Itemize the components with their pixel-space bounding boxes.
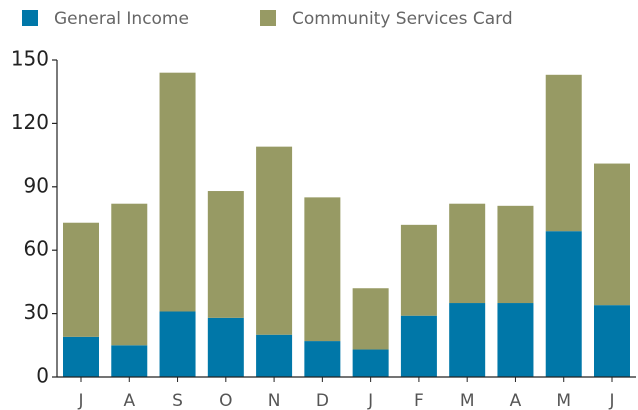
- bar-segment: [207, 317, 244, 377]
- x-tick-label: S: [172, 391, 183, 410]
- bar-segment: [352, 349, 389, 377]
- x-tick-label: A: [510, 391, 522, 410]
- x-tick-label: M: [556, 391, 571, 410]
- bar-segment: [400, 315, 437, 377]
- bar-segment: [63, 222, 99, 337]
- legend-swatch: [260, 10, 276, 26]
- bar-segment: [449, 303, 486, 377]
- bar-segment: [545, 74, 582, 232]
- bar-segment: [304, 341, 341, 377]
- y-tick-label: 90: [24, 173, 49, 197]
- bar-segment: [497, 303, 534, 377]
- bar-segment: [111, 203, 148, 346]
- bar-segment: [207, 191, 244, 318]
- y-tick-label: 0: [36, 364, 49, 388]
- x-tick-label: D: [316, 391, 329, 410]
- x-tick-label: J: [608, 391, 614, 410]
- bar-segment: [159, 72, 196, 312]
- bar-segment: [594, 305, 630, 377]
- y-tick-label: 150: [11, 47, 49, 71]
- x-tick-label: M: [460, 391, 475, 410]
- x-tick-label: F: [414, 391, 424, 410]
- x-tick-label: O: [219, 391, 232, 410]
- bar-segment: [497, 205, 534, 304]
- legend-label: Community Services Card: [292, 9, 513, 29]
- y-tick-label: 120: [11, 110, 49, 134]
- bar-segment: [352, 288, 389, 350]
- x-tick-label: J: [367, 391, 373, 410]
- y-tick-label: 60: [24, 237, 49, 261]
- x-tick-label: J: [77, 391, 83, 410]
- y-tick-label: 30: [24, 300, 49, 324]
- bar-segment: [256, 146, 293, 335]
- bar-segment: [545, 231, 582, 377]
- bar-segment: [449, 203, 486, 304]
- bar-segment: [304, 197, 341, 342]
- bar-segment: [63, 336, 99, 377]
- bar-segment: [256, 334, 293, 377]
- bar-segment: [159, 311, 196, 377]
- bar-segment: [400, 224, 437, 316]
- legend-label: General Income: [54, 9, 189, 29]
- legend-swatch: [22, 10, 38, 26]
- bar-segment: [594, 163, 630, 306]
- x-tick-label: N: [268, 391, 281, 410]
- bar-segment: [111, 345, 148, 377]
- x-tick-label: A: [123, 391, 135, 410]
